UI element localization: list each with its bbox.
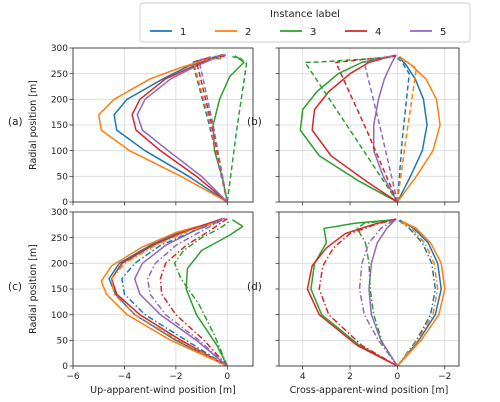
series-line-3-dashed [226, 55, 248, 202]
series-line-5-solid [136, 53, 228, 202]
series-group [306, 218, 446, 366]
series-line-1-solid [108, 220, 228, 366]
series-line-4-solid [131, 53, 228, 202]
legend-label: 2 [245, 27, 251, 38]
y-tick-label: 100 [51, 147, 68, 157]
y-tick-label: 250 [51, 70, 68, 80]
series-line-1-dashed [191, 57, 229, 202]
series-line-2-solid [396, 220, 446, 366]
x-tick-label: −2 [438, 372, 451, 382]
y-tick-label: 50 [57, 337, 69, 347]
series-line-1-dashdot [121, 219, 228, 366]
series-line-5-solid [372, 54, 399, 202]
y-tick-label: 200 [51, 96, 68, 106]
legend-entry-2: 2 [215, 27, 251, 38]
x-tick-label: −2 [169, 372, 182, 382]
series-line-4-dashed [335, 55, 399, 202]
panel-a: 0 50 100 150 200 250 300 Radial position [m] (a) [8, 44, 254, 208]
series-line-3-dashdot [356, 218, 399, 366]
x-tick-label: −6 [66, 372, 80, 382]
y-tick-label: 300 [51, 208, 68, 218]
y-axis-label: Radial position [m] [28, 244, 39, 334]
series-line-5-dashed [198, 54, 229, 202]
series-line-1-solid [113, 54, 228, 202]
panel-d: 4 2 0 −2 Cross-apparent-wind position [m] (d) [247, 211, 460, 396]
panel-c: −6 −4 −2 0 0 50 100 150 200 250 300 Radial position… [8, 208, 254, 396]
series-line-5-solid [133, 217, 228, 366]
series-line-5-dashed [363, 54, 399, 202]
x-tick-label: −4 [118, 372, 132, 382]
series-line-1-dashed [396, 57, 411, 202]
y-axis-label: Radial position [m] [28, 80, 39, 170]
series-line-4-solid [306, 218, 398, 366]
series-line-2-solid [100, 220, 228, 366]
legend-frame [139, 2, 471, 43]
y-tick-label: 150 [51, 121, 68, 131]
series-line-5-dashdot [146, 217, 228, 366]
panel-label: (d) [247, 281, 262, 293]
series-line-3-dashed [304, 56, 399, 202]
legend-entries: 1 2 3 4 5 [150, 27, 446, 38]
series-group [100, 217, 244, 366]
x-tick-label: 0 [224, 372, 230, 382]
panel-b: (b) [247, 47, 460, 206]
x-axis-label: Cross-apparent-wind position [m] [290, 385, 449, 396]
series-line-3-solid [212, 55, 245, 202]
legend-title: Instance label [270, 9, 340, 20]
y-tick-label: 250 [51, 234, 68, 244]
legend-entry-1: 1 [150, 27, 186, 38]
series-line-5-dashdot [358, 218, 399, 366]
series-line-4-solid [311, 54, 398, 202]
y-tick-label: 100 [51, 311, 68, 321]
y-tick-label: 200 [51, 260, 68, 270]
x-axis-label: Up-apparent-wind position [m] [90, 385, 236, 396]
panel-label: (a) [8, 116, 23, 128]
series-line-2-dashed [396, 58, 418, 202]
panel-label: (b) [247, 116, 262, 128]
series-line-2-dashed [193, 58, 229, 202]
series-line-3-solid [185, 219, 244, 366]
legend-label: 4 [375, 27, 381, 38]
series-line-2-dashdot [396, 220, 439, 366]
series-line-2-dashdot [110, 219, 228, 366]
series-line-1-solid [396, 56, 428, 202]
legend: Instance label 1 2 3 4 5 [139, 2, 471, 43]
legend-label: 5 [440, 27, 446, 38]
legend-entry-4: 4 [345, 27, 381, 38]
series-line-1-dashdot [396, 219, 437, 366]
y-tick-label: 0 [62, 362, 68, 372]
panel-label: (c) [8, 281, 22, 293]
series-line-3-solid [310, 218, 398, 366]
x-tick-label: 0 [395, 372, 401, 382]
legend-label: 3 [310, 27, 316, 38]
y-tick-label: 300 [51, 44, 68, 54]
legend-entry-5: 5 [410, 27, 446, 38]
series-line-3-solid [299, 54, 398, 202]
series-line-1-solid [396, 219, 442, 366]
series-line-2-solid [97, 55, 228, 202]
legend-entry-3: 3 [280, 27, 316, 38]
y-tick-label: 150 [51, 285, 68, 295]
series-group [299, 54, 441, 202]
x-tick-label: 4 [300, 372, 306, 382]
legend-label: 1 [180, 27, 186, 38]
series-group [97, 53, 248, 202]
y-tick-label: 50 [57, 173, 69, 183]
y-tick-label: 0 [62, 198, 68, 208]
series-line-4-dashed [195, 55, 229, 202]
series-line-5-solid [368, 218, 399, 366]
x-tick-label: 2 [347, 372, 353, 382]
series-line-3-dashdot [173, 220, 231, 366]
series-line-4-dashdot [159, 218, 228, 366]
